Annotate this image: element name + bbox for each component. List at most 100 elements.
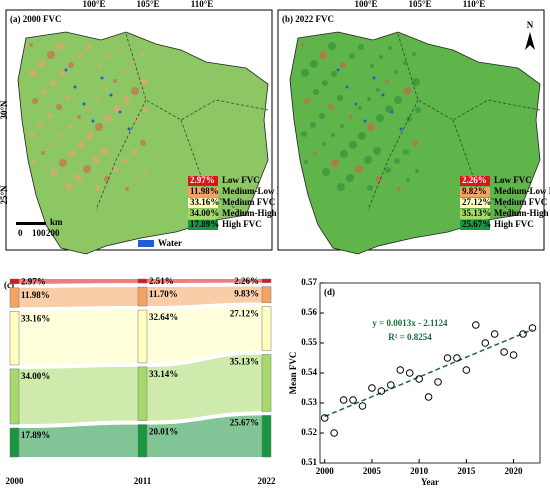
fvc-speckle	[140, 78, 148, 86]
fvc-speckle	[406, 116, 412, 122]
fvc-speckle	[337, 183, 345, 191]
fvc-speckle	[331, 159, 339, 167]
fvc-speckle	[59, 159, 67, 167]
data-point	[434, 378, 442, 386]
sankey-node	[9, 310, 20, 366]
sankey-year: 2000	[6, 476, 25, 486]
fvc-speckle	[41, 89, 47, 95]
north-label: N	[527, 20, 534, 30]
water-speckle	[345, 85, 349, 89]
fvc-speckle	[29, 131, 35, 137]
x-tick-label: 2005	[363, 466, 382, 476]
lon-label: 105°E	[408, 0, 431, 9]
water-speckle	[381, 93, 385, 97]
x-axis-label: Year	[421, 477, 439, 487]
data-point	[509, 351, 518, 359]
sankey-value-label: 32.64%	[149, 312, 178, 322]
legend-class: Medium-High FVC	[494, 208, 550, 218]
y-tick-label: 0.55	[301, 337, 317, 347]
fvc-speckle	[68, 62, 74, 68]
fvc-speckle	[319, 113, 325, 119]
data-point	[396, 366, 405, 374]
data-point	[453, 354, 461, 362]
water-speckle	[64, 68, 68, 72]
fvc-speckle	[143, 107, 149, 113]
fvc-speckle	[337, 95, 343, 101]
fvc-speckle	[59, 71, 65, 77]
water-speckle	[82, 102, 86, 106]
fvc-speckle	[328, 104, 334, 110]
annotation: y = 0.0013x - 2.1124	[372, 318, 448, 328]
fvc-speckle	[340, 124, 344, 128]
fvc-speckle	[346, 174, 354, 182]
sankey-year: 2011	[134, 476, 152, 486]
legend-class: Medium-Low FVC	[222, 186, 295, 196]
data-point	[500, 348, 508, 356]
water-speckle	[118, 110, 122, 114]
fvc-speckle	[86, 44, 92, 50]
sankey-flow	[19, 424, 138, 457]
map-panel: (b) 2022 FVC 100°E 105°E 110°E 2.26% Low FVC 9…	[277, 0, 550, 255]
fvc-speckle	[77, 115, 81, 119]
fvc-speckle	[74, 174, 82, 182]
sankey-node	[9, 287, 20, 308]
water-speckle	[127, 127, 131, 131]
sankey-value-label: 11.98%	[21, 290, 50, 300]
fvc-speckle	[313, 89, 319, 95]
fvc-speckle	[412, 52, 416, 56]
sankey-value-label: 25.67%	[230, 417, 259, 427]
fvc-speckle	[301, 43, 305, 47]
sankey-node	[9, 368, 20, 425]
data-point	[443, 354, 452, 362]
water-speckle	[390, 110, 394, 114]
legend-percent: 11.98%	[190, 186, 219, 196]
sankey-flow	[147, 415, 262, 458]
fvc-speckle	[376, 114, 384, 122]
sankey-flow	[147, 306, 262, 363]
x-tick-label: 2000	[316, 466, 335, 476]
water-swatch	[138, 240, 154, 247]
fvc-speckle	[328, 42, 336, 50]
fvc-speckle	[38, 122, 44, 128]
north-arrow	[525, 32, 535, 50]
sankey-value-label: 17.89%	[21, 430, 50, 440]
legend-percent: 2.26%	[462, 175, 487, 185]
fvc-speckle	[388, 46, 392, 50]
fvc-speckle	[50, 80, 56, 86]
legend-percent: 25.67%	[462, 219, 491, 229]
fvc-speckle	[355, 165, 363, 173]
fvc-speckle	[397, 187, 401, 191]
legend-swatch	[188, 198, 218, 208]
sankey-node	[261, 286, 272, 303]
sankey-flow	[19, 279, 138, 284]
fvc-speckle	[373, 147, 381, 155]
legend-class: Low FVC	[494, 175, 532, 185]
fvc-speckle	[394, 96, 402, 104]
sankey-node	[261, 306, 272, 351]
fvc-speckle	[65, 183, 73, 191]
sankey-node	[137, 278, 148, 284]
legend-swatch	[460, 220, 490, 230]
fvc-speckle	[406, 178, 410, 182]
fvc-speckle	[95, 185, 101, 191]
legend-swatch	[460, 209, 490, 219]
data-point	[528, 324, 537, 332]
data-point	[424, 393, 433, 401]
legend-swatch	[460, 176, 490, 186]
fvc-speckle	[32, 160, 36, 164]
fvc-speckle	[122, 96, 130, 104]
fvc-speckle	[41, 151, 45, 155]
sankey-flow	[147, 354, 262, 421]
fvc-speckle	[394, 158, 400, 164]
sankey-value-label: 35.13%	[230, 357, 259, 367]
legend-percent: 35.13%	[462, 208, 491, 218]
fvc-speckle	[364, 156, 372, 164]
fvc-speckle	[403, 87, 411, 95]
sankey-node	[261, 354, 272, 412]
fvc-speckle	[101, 147, 109, 155]
fvc-speckle	[107, 55, 111, 59]
scale-bar	[16, 222, 46, 225]
water-speckle	[100, 76, 104, 80]
fvc-speckle	[122, 158, 128, 164]
fvc-speckle	[304, 98, 310, 104]
